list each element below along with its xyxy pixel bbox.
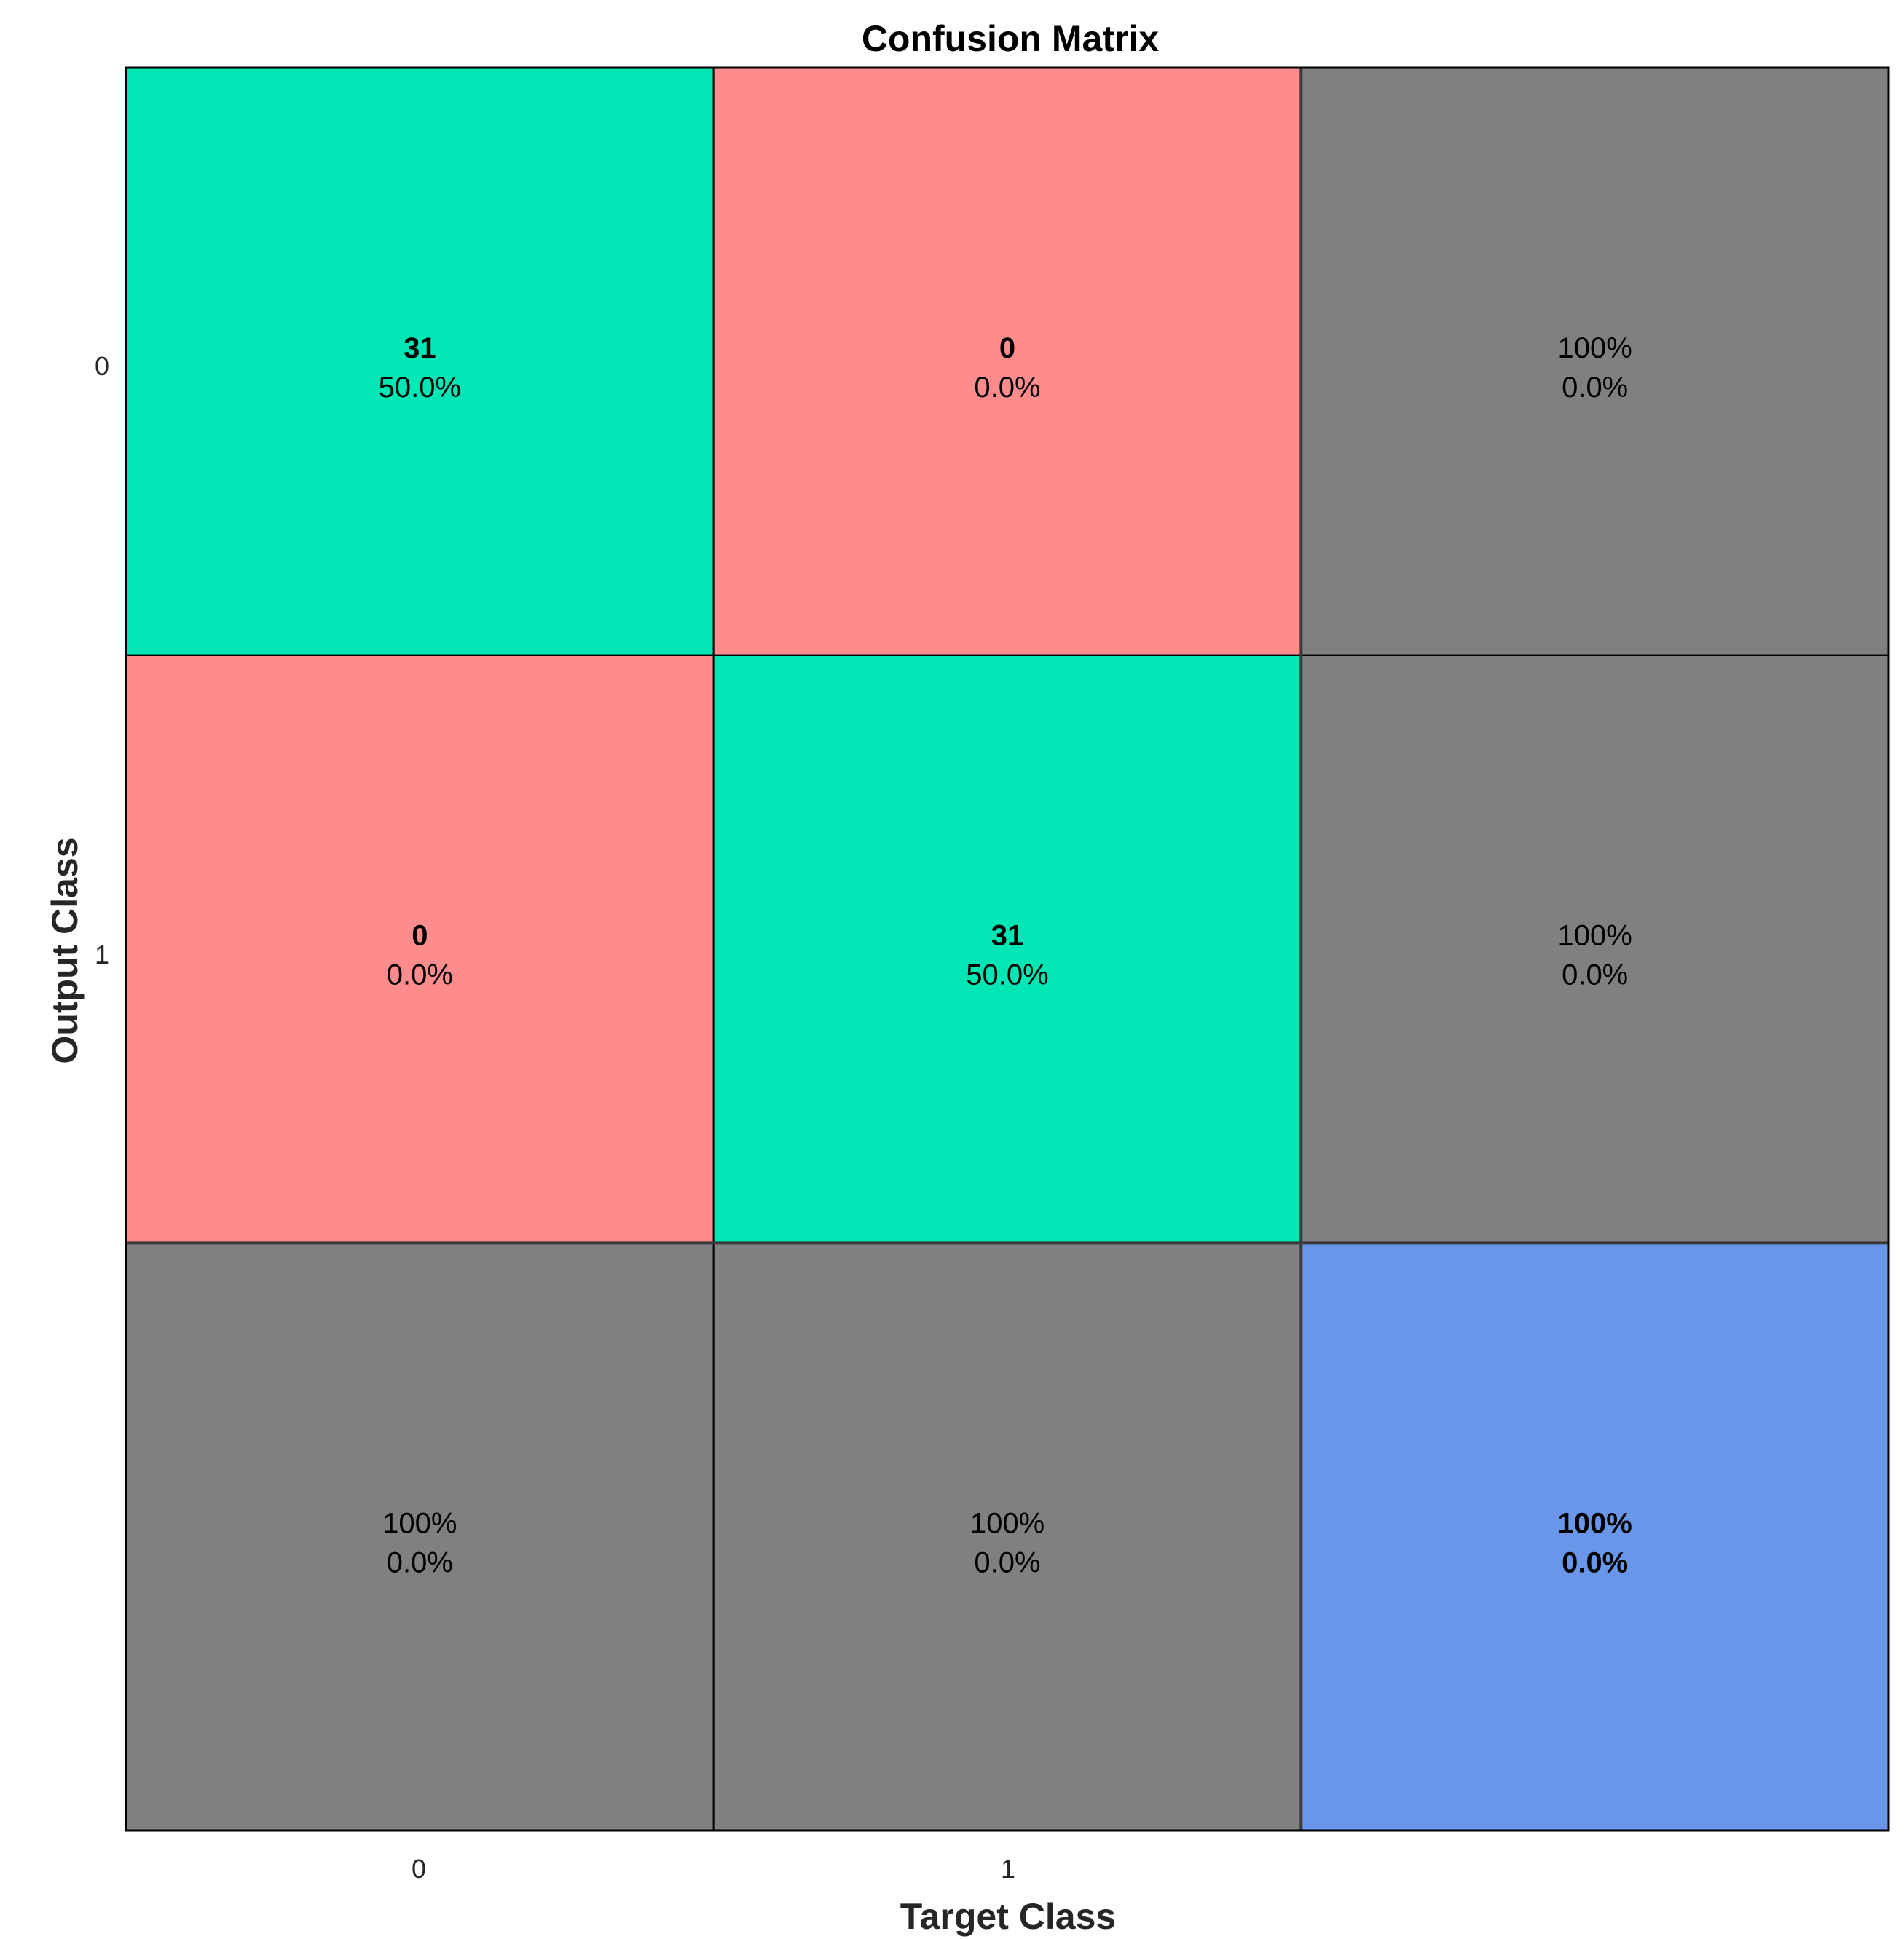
cell-main-label-2-0: 100%: [382, 1507, 457, 1539]
cell-sub-label-1-0: 0.0%: [387, 959, 453, 991]
cell-sub-label-0-2: 0.0%: [1562, 371, 1628, 404]
y-axis-label: Output Class: [44, 837, 85, 1063]
cell-main-label-0-0: 31: [404, 332, 436, 364]
cell-main-label-0-1: 0: [999, 332, 1015, 364]
x-axis-label: Target Class: [900, 1896, 1116, 1937]
matrix-cell-2-2: 100% 0.0%: [1300, 1242, 1890, 1832]
cell-rect-1-2: [1300, 654, 1890, 1244]
cell-main-label-2-2: 100%: [1558, 1507, 1632, 1539]
cell-main-label-1-1: 31: [991, 920, 1024, 952]
cell-sub-label-2-0: 0.0%: [387, 1546, 453, 1578]
matrix-cell-0-2: 100% 0.0%: [1300, 67, 1890, 656]
x-tick-label-1: 1: [1001, 1854, 1015, 1884]
cell-rect-2-0: [125, 1242, 715, 1832]
cell-sub-label-1-2: 0.0%: [1562, 959, 1628, 991]
matrix-cell-0-0: 31 50.0%: [125, 67, 715, 656]
matrix-cell-1-2: 100% 0.0%: [1300, 654, 1890, 1244]
matrix-cell-0-1: 0 0.0%: [712, 67, 1302, 656]
cell-rect-2-1: [712, 1242, 1302, 1832]
matrix-cell-2-1: 100% 0.0%: [712, 1242, 1302, 1832]
cell-sub-label-0-1: 0.0%: [974, 371, 1040, 404]
cell-sub-label-2-2: 0.0%: [1562, 1546, 1628, 1578]
y-tick-label-0: 0: [95, 351, 109, 381]
cell-rect-0-0: [125, 67, 715, 656]
axis-ticks: 0 1 0 1: [95, 351, 1015, 1884]
cell-sub-label-2-1: 0.0%: [974, 1546, 1040, 1578]
cell-main-label-2-1: 100%: [970, 1507, 1045, 1539]
cell-rect-2-2: [1300, 1242, 1890, 1832]
y-tick-label-1: 1: [95, 940, 109, 970]
cell-main-label-1-2: 100%: [1558, 920, 1632, 952]
matrix-cells: 31 50.0% 0 0.0% 100% 0.0% 0 0.0% 31 50.0% 100% 0.0%…: [125, 66, 1890, 1832]
cell-main-label-0-2: 100%: [1558, 332, 1632, 364]
cell-main-label-1-0: 0: [412, 920, 428, 952]
cell-sub-label-0-0: 50.0%: [379, 371, 461, 404]
x-tick-label-0: 0: [412, 1854, 426, 1884]
matrix-cell-1-1: 31 50.0%: [712, 654, 1302, 1244]
matrix-cell-2-0: 100% 0.0%: [125, 1242, 715, 1832]
chart-title: Confusion Matrix: [862, 18, 1160, 59]
matrix-cell-1-0: 0 0.0%: [125, 654, 715, 1244]
matrix-frame: [125, 66, 1890, 1832]
cell-sub-label-1-1: 50.0%: [966, 959, 1048, 991]
cell-rect-1-0: [125, 654, 715, 1244]
cell-rect-0-2: [1300, 67, 1890, 656]
